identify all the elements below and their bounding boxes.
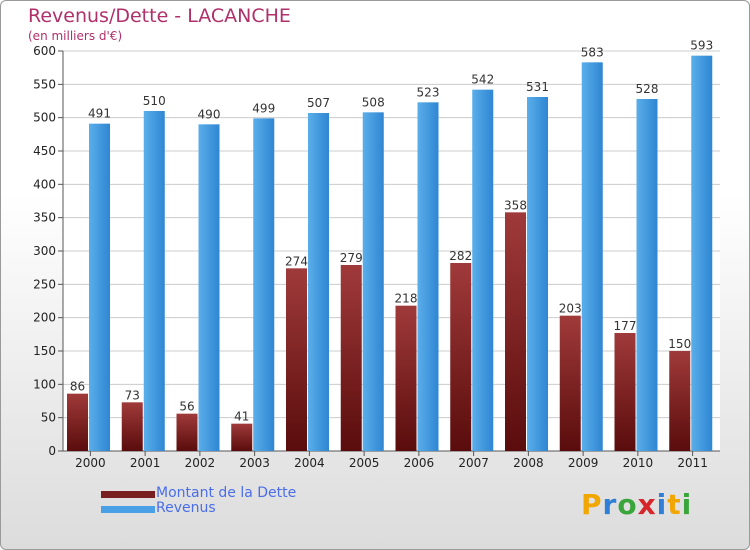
data-label-dette: 279 — [340, 251, 363, 265]
data-label-revenus: 508 — [362, 95, 385, 109]
y-tick-label: 200 — [33, 311, 56, 325]
x-tick-label: 2009 — [568, 456, 599, 470]
bar-dette — [286, 268, 307, 451]
data-label-dette: 274 — [285, 254, 308, 268]
x-tick-label: 2005 — [349, 456, 380, 470]
chart-subtitle: (en milliers d'€) — [28, 29, 123, 43]
x-tick-label: 2006 — [404, 456, 435, 470]
bar-revenus — [527, 97, 548, 451]
bar-revenus — [472, 89, 494, 452]
data-label-revenus: 499 — [252, 101, 275, 115]
y-tick-label: 0 — [48, 444, 56, 458]
y-tick-label: 500 — [33, 111, 56, 125]
data-label-dette: 41 — [234, 410, 249, 424]
bar-dette — [450, 263, 472, 451]
data-label-revenus: 510 — [143, 94, 166, 108]
y-tick-label: 450 — [33, 144, 56, 158]
bar-dette — [121, 402, 143, 451]
bar-revenus — [308, 113, 329, 451]
data-label-dette: 56 — [179, 400, 194, 414]
legend-label-revenus: Revenus — [156, 500, 216, 516]
data-label-revenus: 593 — [690, 39, 713, 53]
x-tick-label: 2000 — [75, 456, 106, 470]
data-label-revenus: 523 — [417, 85, 440, 99]
x-tick-label: 2010 — [623, 456, 654, 470]
y-tick-label: 550 — [33, 77, 56, 91]
bar-revenus — [636, 99, 658, 451]
bar-revenus — [691, 55, 713, 452]
logo-letter: i — [656, 488, 668, 521]
y-tick-label: 600 — [33, 44, 56, 58]
data-label-dette: 86 — [70, 380, 85, 394]
logo-letter: o — [617, 488, 638, 521]
proxiti-logo: Proxiti — [581, 488, 692, 521]
bar-revenus — [89, 123, 110, 452]
logo-letter: P — [581, 488, 603, 521]
data-label-revenus: 542 — [471, 73, 494, 87]
bar-dette — [395, 305, 417, 451]
bar-revenus — [581, 62, 603, 451]
data-label-dette: 358 — [504, 198, 527, 212]
data-label-dette: 150 — [668, 337, 691, 351]
y-tick-label: 50 — [41, 411, 56, 425]
legend-swatch-dette — [101, 491, 155, 498]
bar-dette — [505, 212, 526, 451]
data-label-revenus: 583 — [581, 45, 604, 59]
data-label-dette: 203 — [559, 302, 582, 316]
y-tick-label: 300 — [33, 244, 56, 258]
legend-label-dette: Montant de la Dette — [156, 485, 297, 501]
data-label-dette: 218 — [395, 292, 418, 306]
data-label-dette: 73 — [125, 388, 140, 402]
logo-letter: t — [667, 488, 682, 521]
x-tick-label: 2007 — [458, 456, 489, 470]
x-tick-label: 2008 — [513, 456, 544, 470]
x-tick-label: 2004 — [294, 456, 325, 470]
bar-dette — [231, 423, 253, 451]
y-tick-label: 350 — [33, 211, 56, 225]
bar-revenus — [253, 118, 275, 451]
bar-revenus — [417, 102, 439, 451]
data-label-revenus: 491 — [88, 107, 111, 121]
data-label-revenus: 507 — [307, 96, 330, 110]
x-tick-label: 2002 — [185, 456, 216, 470]
y-tick-label: 250 — [33, 277, 56, 291]
y-tick-label: 400 — [33, 177, 56, 191]
x-tick-label: 2011 — [677, 456, 708, 470]
bar-revenus — [143, 111, 165, 451]
bar-dette — [669, 351, 691, 451]
bar-revenus — [362, 112, 384, 451]
logo-letter: r — [602, 488, 618, 521]
data-label-revenus: 490 — [198, 107, 221, 121]
data-label-revenus: 528 — [636, 82, 659, 96]
x-tick-label: 2003 — [239, 456, 270, 470]
bar-dette — [340, 265, 362, 451]
y-tick-label: 150 — [33, 344, 56, 358]
data-label-dette: 282 — [449, 249, 472, 263]
data-label-dette: 177 — [614, 319, 637, 333]
y-tick-label: 100 — [33, 377, 56, 391]
bar-revenus — [198, 124, 220, 451]
logo-letter: x — [637, 488, 657, 521]
x-tick-label: 2001 — [130, 456, 161, 470]
data-label-revenus: 531 — [526, 80, 549, 94]
bar-dette — [176, 413, 198, 451]
bar-dette — [67, 393, 88, 451]
legend-swatch-revenus — [101, 506, 155, 513]
chart-title: Revenus/Dette - LACANCHE — [28, 5, 291, 27]
bar-dette — [559, 315, 581, 451]
logo-letter: i — [681, 488, 693, 521]
bar-dette — [614, 333, 636, 451]
